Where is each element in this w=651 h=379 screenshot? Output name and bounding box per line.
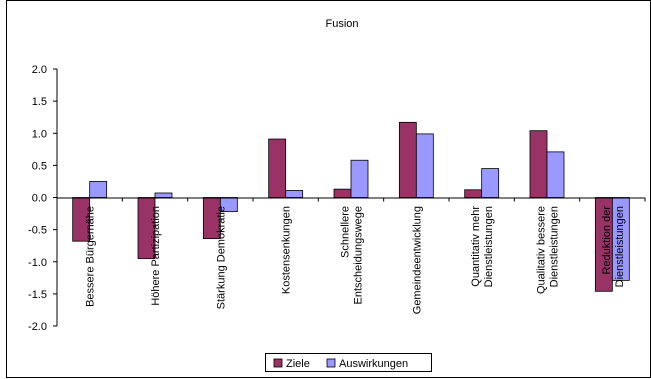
bar-auswirkungen-3: [285, 190, 304, 198]
bar-auswirkungen-0: [89, 181, 108, 198]
bar-ziele-3: [268, 138, 287, 198]
x-category-label: Dienstleistungen: [483, 206, 495, 287]
y-tick-label: 1.0: [32, 128, 47, 140]
x-category-label: Dienstleistungen: [614, 206, 626, 287]
bar-ziele-7: [529, 130, 548, 198]
x-category-label: Entscheidungswege: [353, 206, 365, 304]
bar-auswirkungen-1: [154, 192, 173, 198]
x-category-label: Stärkung Demokratie: [215, 206, 227, 309]
y-tick-label: 1.5: [32, 96, 47, 108]
x-category-label: Dienstleistungen: [549, 206, 561, 287]
bar-auswirkungen-7: [546, 151, 565, 198]
bar-auswirkungen-4: [350, 159, 369, 198]
bar-auswirkungen-5: [415, 133, 434, 198]
bar-auswirkungen-6: [481, 168, 500, 198]
bar-ziele-6: [464, 189, 483, 198]
x-category-label: Reduktion der: [601, 206, 613, 275]
x-category-label: Qualitativ bessere: [536, 206, 548, 294]
y-tick-label: -2.0: [28, 321, 47, 333]
y-tick-label: -1.0: [28, 257, 47, 269]
y-tick-label: -1.5: [28, 289, 47, 301]
x-category-label: Kostensenkungen: [281, 206, 293, 294]
legend-label-ziele: Ziele: [286, 358, 310, 370]
y-tick-label: 0.0: [32, 193, 47, 205]
legend-swatch-ziele: [273, 358, 283, 368]
chart-title: Fusion: [325, 18, 358, 30]
x-category-label: Quantitativ mehr: [470, 206, 482, 287]
x-category-label: Höhere Partizipation: [150, 206, 162, 306]
legend-label-auswirkungen: Auswirkungen: [339, 358, 408, 370]
x-category-label: Schnellere: [340, 206, 352, 258]
bar-ziele-4: [333, 188, 352, 198]
x-category-label: Gemeindeentwicklung: [411, 206, 423, 314]
legend: Ziele Auswirkungen: [265, 353, 432, 372]
x-category-label: Bessere Bürgernähe: [85, 206, 97, 307]
y-tick-label: -0.5: [28, 225, 47, 237]
legend-swatch-auswirkungen: [326, 358, 336, 368]
legend-box: [265, 353, 432, 372]
y-tick-label: 0.5: [32, 160, 47, 172]
y-tick-label: 2.0: [32, 64, 47, 76]
bar-ziele-5: [398, 121, 417, 198]
